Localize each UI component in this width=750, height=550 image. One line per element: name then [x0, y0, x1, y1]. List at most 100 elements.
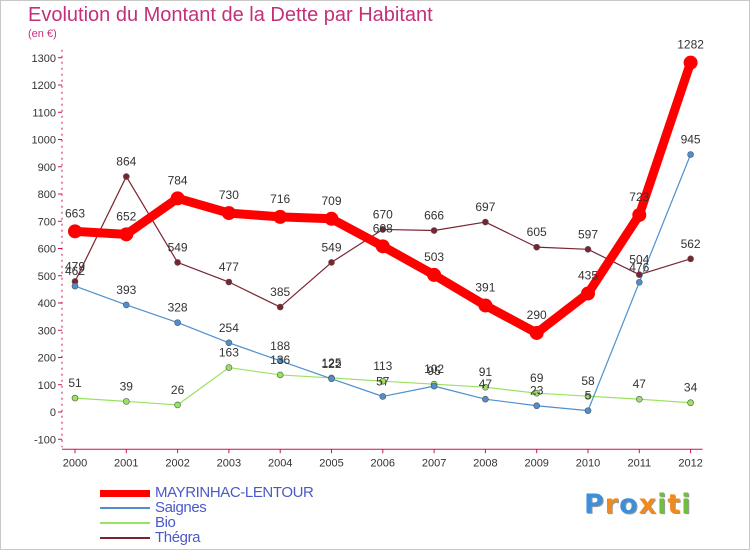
x-tick-label: 2005 — [319, 457, 343, 469]
data-label: 136 — [270, 353, 290, 367]
data-point — [584, 407, 592, 414]
series-points — [68, 55, 698, 414]
x-tick-label: 2012 — [678, 457, 702, 469]
data-point — [379, 226, 387, 233]
data-label: 122 — [321, 357, 341, 371]
legend-swatch — [100, 490, 150, 497]
data-point — [379, 393, 387, 400]
data-label: 57 — [376, 374, 390, 388]
logo-letter: o — [619, 489, 639, 520]
y-tick-label: -100 — [34, 434, 56, 446]
legend: MAYRINHAC-LENTOUR Saignes Bio Thégra — [100, 484, 400, 546]
y-tick-label: 900 — [38, 162, 56, 174]
data-label: 254 — [219, 321, 239, 335]
data-point — [276, 303, 284, 311]
data-label: 608 — [373, 221, 393, 235]
data-point — [174, 259, 181, 266]
x-tick-label: 2010 — [576, 457, 600, 469]
data-label: 504 — [629, 253, 649, 267]
x-tick-label: 2008 — [473, 457, 497, 469]
x-tick-label: 2004 — [268, 457, 292, 469]
logo-letter: x — [638, 489, 658, 520]
data-point — [687, 255, 694, 263]
data-label: 51 — [68, 376, 82, 390]
legend-label: Saignes — [155, 499, 207, 516]
data-point — [71, 394, 79, 402]
data-point — [123, 398, 130, 405]
legend-label: Bio — [155, 514, 176, 531]
y-tick-label: 1200 — [32, 80, 56, 92]
data-point — [170, 191, 185, 206]
data-point — [225, 364, 233, 371]
data-point — [123, 301, 130, 309]
data-label: 5 — [585, 389, 592, 403]
legend-label: MAYRINHAC-LENTOUR — [155, 484, 314, 501]
y-tick-label: 500 — [38, 271, 56, 283]
data-label: 476 — [629, 260, 649, 274]
legend-item-2: Bio — [100, 514, 400, 531]
chart-title: Evolution du Montant de la Dette par Hab… — [28, 4, 433, 26]
legend-item-1: Saignes — [100, 499, 400, 516]
data-label: 605 — [527, 225, 547, 239]
data-label: 47 — [633, 377, 647, 391]
data-point — [174, 401, 181, 409]
data-label: 666 — [424, 209, 444, 223]
data-label: 1282 — [677, 38, 704, 52]
data-point — [225, 278, 233, 286]
data-label: 58 — [581, 374, 595, 388]
data-point — [529, 325, 544, 340]
data-label: 26 — [171, 383, 185, 397]
data-label: 163 — [219, 346, 239, 360]
data-point — [174, 319, 181, 326]
data-label: 730 — [219, 188, 239, 202]
series-line-0 — [70, 58, 696, 338]
data-point — [273, 209, 288, 224]
y-tick-label: 100 — [38, 380, 56, 392]
axes: -100 0 100 200 300 400 500 600 700 800 900 1000 1100… — [32, 49, 703, 469]
y-tick-label: 700 — [38, 216, 56, 228]
data-label: 784 — [168, 173, 188, 187]
proxiti-logo: Proxiti — [584, 489, 692, 520]
x-tick-label: 2011 — [627, 457, 651, 469]
data-label: 670 — [373, 207, 393, 221]
y-tick-label: 800 — [38, 189, 56, 201]
data-point — [375, 239, 390, 254]
data-label: 290 — [527, 308, 547, 322]
x-tick-label: 2001 — [114, 457, 138, 469]
data-label: 188 — [270, 339, 290, 353]
data-point — [119, 227, 134, 242]
data-point — [225, 339, 233, 347]
data-label: 549 — [168, 240, 188, 254]
data-point — [328, 375, 335, 383]
data-point — [482, 383, 489, 391]
y-tick-label: 200 — [38, 353, 56, 365]
data-label: 945 — [681, 132, 701, 146]
data-point — [68, 224, 82, 239]
data-point — [324, 211, 339, 226]
data-point — [687, 399, 694, 407]
x-tick-label: 2000 — [63, 457, 87, 469]
legend-item-3: Thégra — [100, 529, 400, 546]
data-labels: 479 864 549 477 385 549 670 666 697 605 597 504 562 5… — [65, 38, 704, 403]
data-point — [533, 243, 541, 251]
data-point — [427, 267, 442, 282]
chart-subtitle: (en €) — [28, 28, 57, 40]
data-point — [581, 286, 595, 301]
data-label: 113 — [373, 359, 392, 373]
data-label: 723 — [629, 190, 649, 204]
data-point — [276, 371, 284, 379]
data-point — [221, 206, 236, 221]
data-point — [430, 227, 438, 234]
y-tick-label: 0 — [50, 407, 56, 419]
data-label: 95 — [427, 364, 441, 378]
data-label: 47 — [479, 377, 493, 391]
data-point — [71, 282, 79, 290]
legend-item-0: MAYRINHAC-LENTOUR — [100, 484, 400, 501]
data-point — [123, 173, 130, 180]
data-point — [687, 151, 694, 158]
data-label: 391 — [475, 280, 495, 294]
data-label: 462 — [65, 264, 85, 278]
x-tick-label: 2007 — [422, 457, 446, 469]
x-tick-label: 2003 — [217, 457, 241, 469]
